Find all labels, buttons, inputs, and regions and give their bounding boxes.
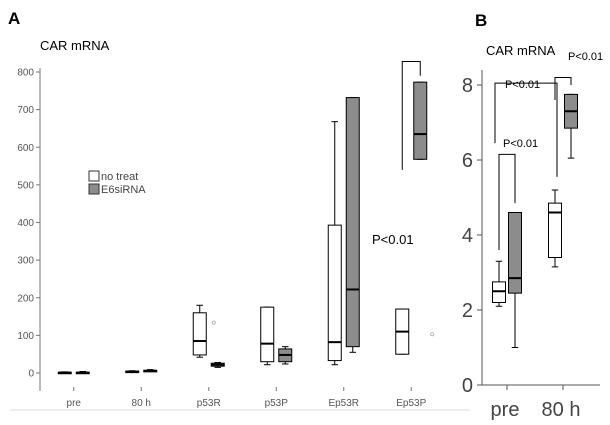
x-tick-label: pre	[491, 399, 520, 421]
box-iqr	[260, 306, 275, 363]
x-tick-label: Ep53P	[396, 398, 426, 409]
outlier-point	[211, 320, 216, 325]
significance-bracket-80h	[554, 77, 572, 100]
legend-swatch-e6sirna	[88, 183, 100, 195]
box-no-treat-ep53r	[327, 121, 342, 366]
panel-a-plot: 0 100 200 300 400 500 600 700 800 pre 80 h p53R p53P…	[10, 60, 470, 411]
y-tick-label: 700	[17, 105, 34, 116]
box-e6sirna-pre	[508, 212, 522, 348]
outlier-point	[430, 332, 435, 337]
box-no-treat-pre	[57, 371, 72, 375]
y-tick-label: 8	[462, 75, 473, 97]
box-e6sirna-pre	[75, 370, 90, 375]
box-iqr	[413, 81, 428, 160]
box-e6sirna-p53r	[210, 361, 225, 368]
box-iqr	[345, 97, 360, 348]
y-tick-label: 2	[462, 300, 473, 322]
box-iqr	[327, 224, 342, 362]
y-tick-label: 0	[462, 375, 473, 397]
y-tick-label: 500	[17, 180, 34, 191]
x-tick-label: 80 h	[132, 398, 151, 409]
box-no-treat-80-h	[548, 189, 562, 268]
box-no-treat-80-h	[125, 370, 140, 374]
significance-label-pre: P<0.01	[503, 138, 538, 150]
box-no-treat-pre	[492, 260, 506, 307]
box-e6sirna-80-h	[143, 369, 158, 373]
box-no-treat-p53p	[260, 306, 275, 366]
y-tick-label: 4	[462, 225, 473, 247]
significance-bracket	[401, 60, 421, 170]
box-no-treat-p53r	[192, 304, 207, 358]
x-tick-label: pre	[67, 398, 82, 409]
x-tick-label: p53P	[265, 398, 289, 409]
y-tick-label: 6	[462, 150, 473, 172]
box-e6sirna-ep53r	[345, 97, 360, 353]
y-tick-label: 800	[17, 68, 34, 79]
box-iqr	[548, 202, 562, 258]
significance-bracket-pre-80h	[494, 82, 558, 177]
legend-swatch-no-treat	[88, 170, 100, 182]
x-tick-label: Ep53R	[328, 398, 359, 409]
x-tick-label: p53R	[197, 398, 221, 409]
panel-a-label: A	[8, 9, 20, 28]
y-tick-label: 0	[28, 369, 34, 380]
significance-bracket-pre	[498, 153, 516, 250]
legend: no treat E6siRNA	[88, 170, 146, 196]
panel-b-plot: 0 2 4 6 8 pre 80 h P<0.01 P<0.01 P<0.01	[462, 51, 603, 421]
legend-label-e6sirna: E6siRNA	[101, 184, 146, 196]
y-tick-label: 300	[17, 256, 34, 267]
y-tick-label: 200	[17, 293, 34, 304]
panel-a-title: CAR mRNA	[40, 38, 110, 53]
significance-label: P<0.01	[372, 232, 414, 247]
y-tick-label: 100	[17, 331, 34, 342]
box-iqr	[192, 312, 207, 356]
box-iqr	[508, 212, 522, 294]
significance-label-80h: P<0.01	[568, 51, 603, 63]
box-e6sirna-p53p	[278, 346, 293, 365]
box-e6sirna-ep53p	[413, 81, 428, 160]
panel-b-title: CAR mRNA	[486, 43, 556, 58]
box-no-treat-ep53p	[395, 308, 410, 355]
significance-label-pre-80h: P<0.01	[505, 79, 540, 91]
box-e6sirna-80-h	[564, 93, 578, 159]
y-tick-label: 600	[17, 143, 34, 154]
panel-b-label: B	[475, 11, 487, 30]
x-tick-label: 80 h	[542, 399, 581, 421]
y-tick-label: 400	[17, 218, 34, 229]
legend-label-no-treat: no treat	[101, 171, 138, 183]
